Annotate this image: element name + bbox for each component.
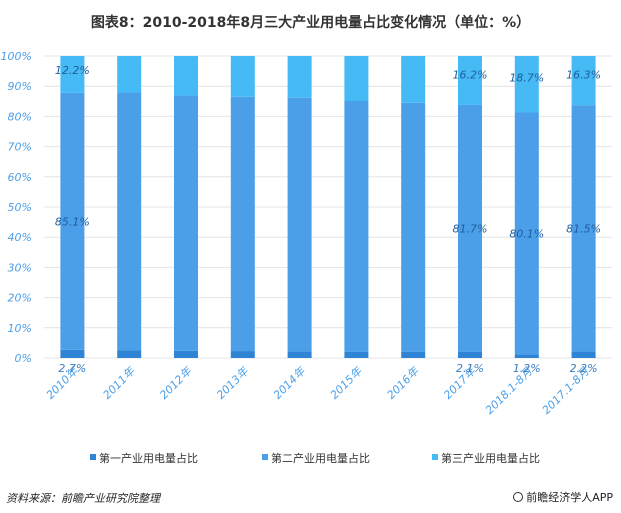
bar-segment: [344, 351, 369, 358]
bar-segment: [230, 56, 255, 97]
y-tick-label: 50%: [8, 201, 32, 214]
bar-segment: [458, 56, 482, 105]
bar-segment: [458, 351, 482, 358]
bar-segment: [174, 56, 198, 96]
x-tick-label: 2014年: [271, 364, 308, 401]
bar-segment: [514, 354, 539, 358]
data-label: 2.1%: [456, 362, 484, 375]
y-tick-label: 80%: [8, 110, 32, 123]
x-tick-label: 2013年: [214, 364, 251, 401]
bar-segment: [230, 96, 255, 352]
x-tick-label: 2015年: [328, 364, 365, 401]
source-note: 资料来源：前瞻产业研究院整理: [6, 492, 160, 505]
chart-title: 图表8：2010-2018年8月三大产业用电量占比变化情况（单位：%）: [90, 15, 531, 31]
legend-swatch: [90, 454, 96, 460]
y-tick-label: 60%: [8, 171, 32, 184]
bar-segment: [60, 349, 85, 358]
bar-segment: [230, 351, 255, 358]
data-label: 1.2%: [513, 362, 541, 375]
bar-segment: [458, 104, 482, 352]
y-tick-label: 20%: [8, 292, 32, 305]
bar-segment: [117, 350, 142, 358]
y-tick-label: 40%: [8, 231, 32, 244]
bar-segment: [287, 56, 312, 98]
legend-label: 第一产业用电量占比: [99, 451, 198, 465]
legend-label: 第二产业用电量占比: [271, 451, 370, 465]
bar-segment: [401, 351, 426, 358]
bar-segment: [401, 56, 426, 103]
bar-segment: [60, 56, 85, 93]
data-label: 81.7%: [453, 222, 488, 235]
legend-label: 第三产业用电量占比: [441, 451, 540, 465]
bar-segment: [571, 351, 596, 358]
data-label: 81.5%: [566, 222, 601, 235]
bar-segment: [174, 350, 198, 358]
y-tick-label: 30%: [8, 261, 32, 274]
bar-segment: [344, 100, 369, 352]
y-tick-label: 100%: [1, 50, 32, 63]
bar-segment: [571, 56, 596, 106]
data-label: 2.2%: [570, 362, 598, 375]
bar-segment: [117, 92, 142, 351]
x-tick-label: 2016年: [385, 364, 422, 401]
data-label: 16.2%: [453, 69, 488, 82]
legend-swatch: [432, 454, 438, 460]
bar-segment: [174, 95, 198, 351]
bar-segment: [117, 56, 142, 93]
bar-segment: [571, 105, 596, 352]
bar-segment: [344, 56, 369, 101]
legend-swatch: [262, 454, 268, 460]
y-tick-label: 10%: [8, 322, 32, 335]
data-label: 12.2%: [55, 64, 90, 77]
data-label: 85.1%: [55, 215, 90, 228]
y-tick-label: 70%: [8, 141, 32, 154]
x-tick-label: 2011年: [101, 364, 138, 401]
bar-segment: [287, 351, 312, 358]
bar-segment: [514, 56, 539, 113]
bar-segment: [287, 97, 312, 352]
data-label: 16.3%: [566, 69, 601, 82]
bar-segment: [401, 102, 426, 352]
bar-segment: [514, 112, 539, 355]
x-tick-label: 2012年: [157, 364, 194, 401]
bar-segment: [60, 92, 85, 350]
brand-credit: 前瞻经济学人APP: [513, 489, 613, 505]
y-tick-label: 90%: [8, 80, 32, 93]
data-label: 18.7%: [509, 71, 544, 84]
y-tick-label: 0%: [15, 352, 32, 365]
stacked-bar-chart: 0%10%20%30%40%50%60%70%80%90%100%2010年 20…: [1, 50, 612, 465]
data-label: 80.1%: [509, 227, 544, 240]
brand-logo-icon: [513, 492, 524, 502]
data-label: 2.7%: [58, 362, 86, 375]
brand-text: 前瞻经济学人APP: [526, 491, 613, 504]
